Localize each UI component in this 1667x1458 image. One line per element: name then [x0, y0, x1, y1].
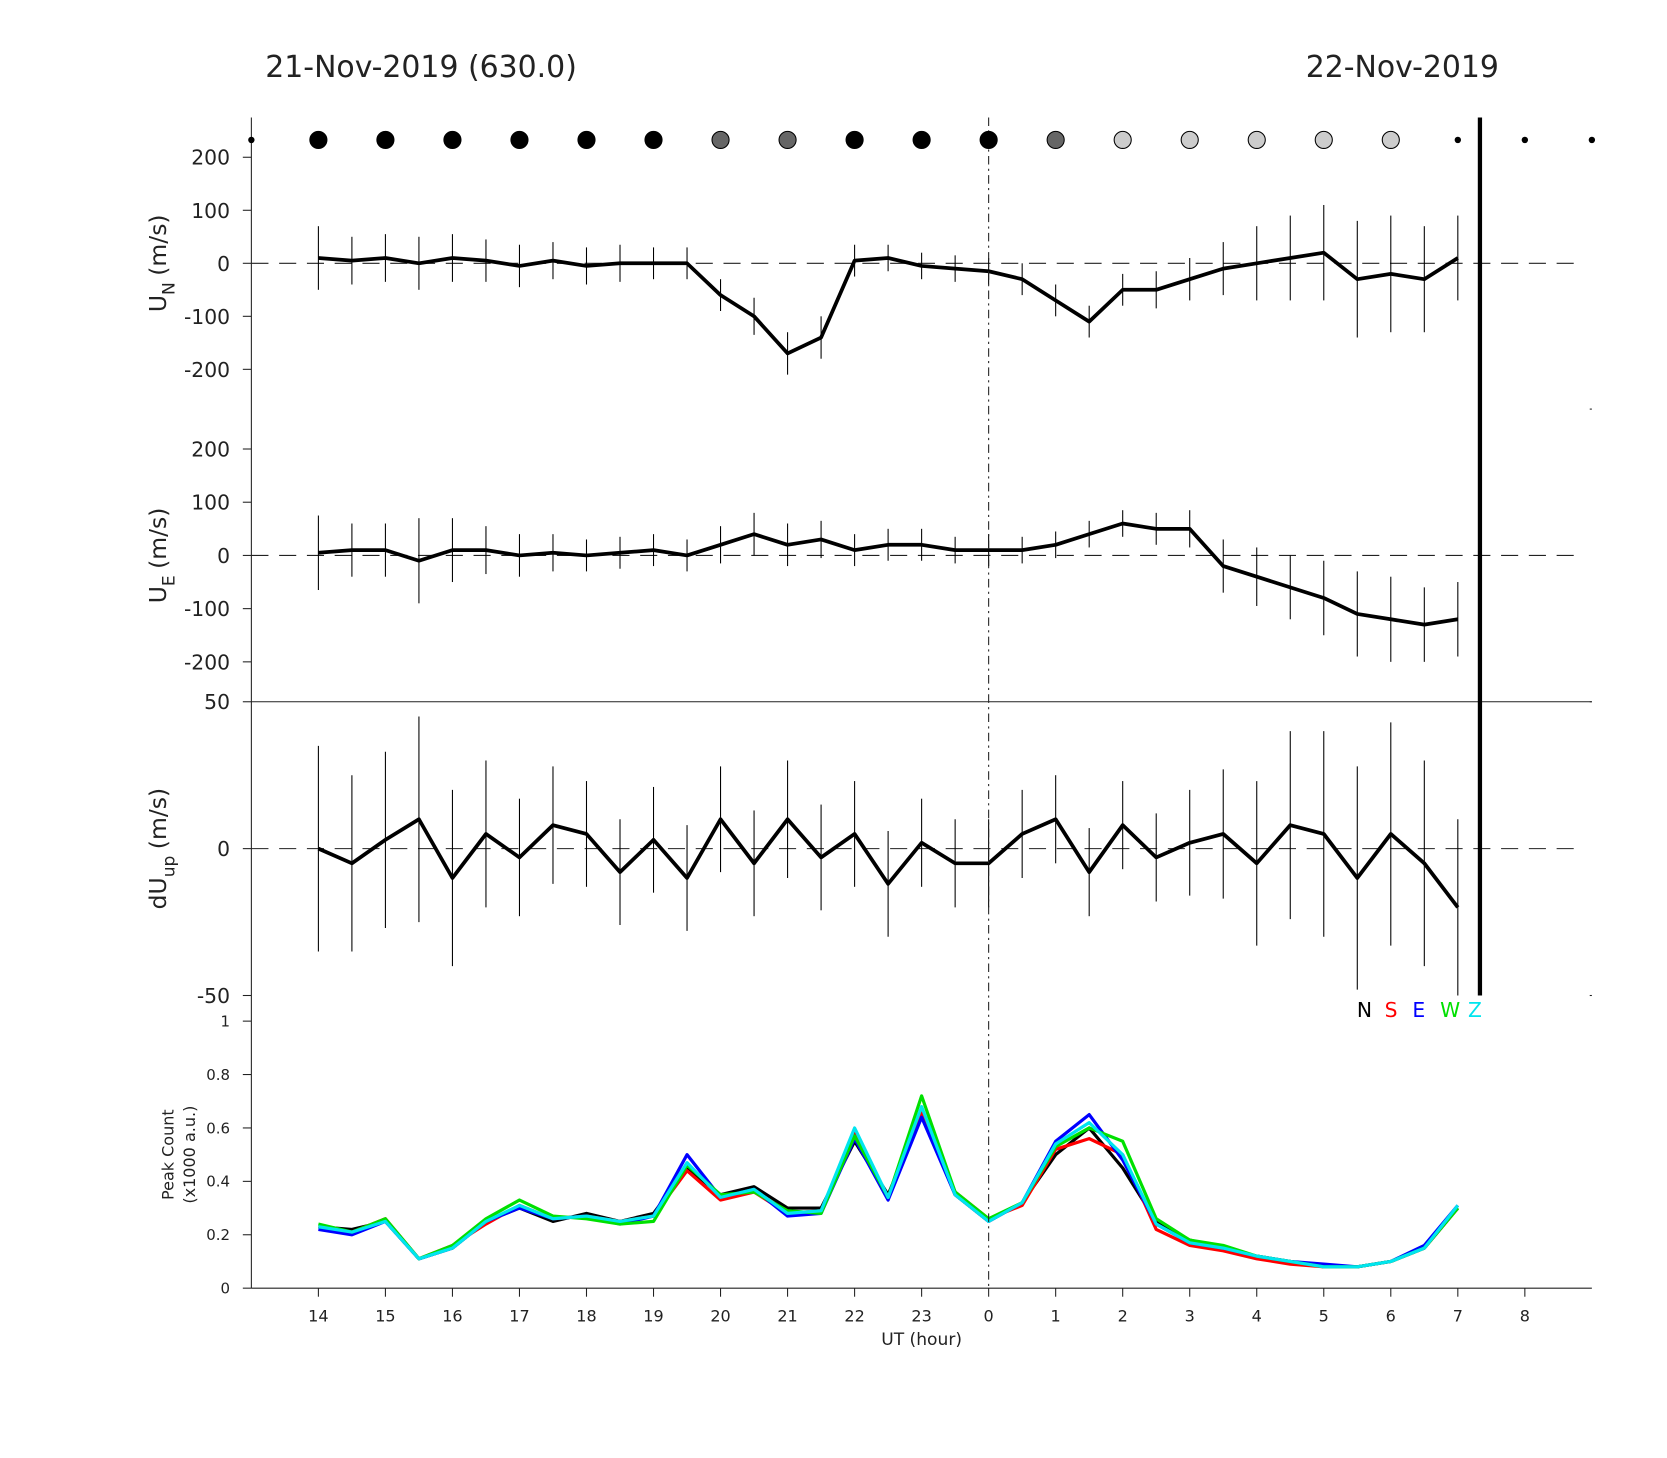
x-tick-label: 21 [777, 1306, 797, 1325]
data-line [318, 1094, 1460, 1269]
sky-indicator [1314, 130, 1333, 150]
legend-entry: N [1357, 998, 1372, 1022]
x-tick-label: 16 [442, 1306, 462, 1325]
title-left: 21-Nov-2019 (630.0) [265, 50, 577, 85]
sky-indicator [1046, 130, 1065, 150]
legend-entry: Z [1468, 998, 1482, 1022]
data-line [318, 521, 1459, 627]
x-tick-label: 6 [1386, 1306, 1396, 1325]
sky-indicator [1588, 136, 1596, 144]
sky-indicator [979, 130, 998, 150]
y-label-sub: N [159, 282, 179, 295]
data-line [318, 1110, 1460, 1269]
y-axis-label: UN (m/s) [144, 214, 180, 312]
legend-entry: W [1440, 998, 1460, 1022]
y-tick-label: 0.6 [206, 1119, 230, 1137]
sky-indicator [443, 130, 462, 150]
x-tick-label: 23 [911, 1306, 931, 1325]
x-tick-label: 17 [509, 1306, 529, 1325]
data-line [318, 1112, 1460, 1269]
y-tick-label: 0 [217, 252, 230, 276]
sky-indicator [845, 130, 864, 150]
x-tick-label: 22 [844, 1306, 864, 1325]
y-tick-label: 100 [191, 491, 230, 515]
sky-indicator [711, 130, 730, 150]
sky-indicator [1247, 130, 1266, 150]
y-tick-label: -200 [184, 650, 230, 674]
sky-indicator [1180, 130, 1199, 150]
y-axis-label-2: (x1000 a.u.) [180, 1106, 199, 1204]
y-label-unit: (m/s) [144, 788, 172, 849]
data-line [318, 250, 1459, 356]
y-tick-label: 0.4 [206, 1173, 230, 1191]
y-label-base: U [144, 295, 172, 312]
sky-indicator [644, 130, 663, 150]
y-tick-label: -50 [197, 984, 230, 1008]
x-axis-label: UT (hour) [881, 1330, 962, 1350]
y-axis-label: Peak Count [158, 1109, 177, 1200]
x-tick-label: 3 [1185, 1306, 1195, 1325]
x-tick-label: 20 [710, 1306, 730, 1325]
y-tick-label: 200 [191, 146, 230, 170]
legend-entry: E [1412, 998, 1425, 1022]
y-tick-label: 1 [220, 1012, 230, 1030]
y-tick-label: 0.8 [206, 1066, 230, 1084]
y-label-unit: (m/s) [144, 214, 172, 275]
data-line [317, 817, 1460, 909]
x-tick-label: 19 [643, 1306, 663, 1325]
x-tick-label: 1 [1051, 1306, 1061, 1325]
sky-indicator [248, 136, 255, 144]
y-tick-label: 50 [204, 690, 230, 714]
sky-indicator [1454, 136, 1462, 144]
y-tick-label: -100 [184, 305, 230, 329]
sky-indicator [376, 130, 395, 150]
y-tick-label: 200 [191, 437, 230, 461]
y-tick-label: -100 [184, 597, 230, 621]
legend-entry: S [1385, 998, 1398, 1022]
sky-indicator [510, 130, 529, 150]
x-tick-label: 5 [1319, 1306, 1329, 1325]
x-tick-label: 4 [1252, 1306, 1262, 1325]
y-axis-label: dUup (m/s) [144, 788, 180, 910]
y-tick-label: 100 [191, 199, 230, 223]
y-axis-label: UE (m/s) [144, 508, 180, 604]
y-label-sub: up [159, 856, 179, 878]
sky-indicator [309, 130, 328, 150]
sky-indicator [1381, 130, 1400, 150]
x-tick-label: 2 [1118, 1306, 1128, 1325]
sky-indicator [577, 130, 596, 150]
x-tick-label: 7 [1453, 1306, 1463, 1325]
sky-indicator [1113, 130, 1132, 150]
data-line [318, 1104, 1460, 1269]
y-tick-label: -200 [184, 358, 230, 382]
x-tick-label: 0 [984, 1306, 994, 1325]
y-tick-label: 0.2 [206, 1226, 230, 1244]
y-tick-label: 0 [217, 544, 230, 568]
y-label-base: dU [144, 877, 172, 909]
y-tick-label: 0 [217, 837, 230, 861]
y-label-sub: E [159, 575, 179, 586]
y-tick-label: 0 [220, 1280, 230, 1298]
x-tick-label: 14 [308, 1306, 328, 1325]
sky-indicator [1521, 136, 1529, 144]
sky-indicator [778, 130, 797, 150]
title-right: 22-Nov-2019 [1306, 50, 1499, 85]
x-tick-label: 18 [576, 1306, 596, 1325]
y-label-base: U [144, 586, 172, 603]
sky-indicator [912, 130, 931, 150]
y-label-unit: (m/s) [144, 508, 172, 569]
x-tick-label: 8 [1520, 1306, 1530, 1325]
x-tick-label: 15 [375, 1306, 395, 1325]
